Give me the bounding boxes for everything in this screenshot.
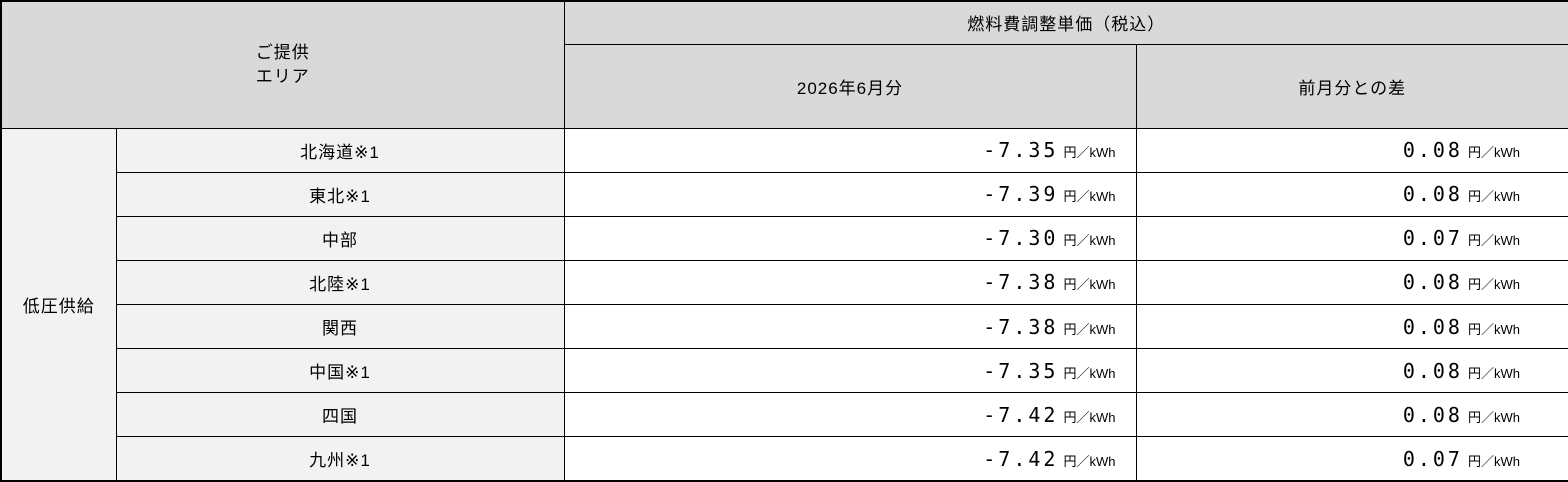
diff-value: 0.08 <box>1402 358 1463 383</box>
table-row: 低圧供給 北海道※1 -7.35 円／kWh 0.08 円／kWh <box>0 127 1568 482</box>
diff-cell: 0.07 円／kWh <box>1135 436 1568 482</box>
column-header-diff: 前月分との差 <box>1135 43 1568 129</box>
price-unit: 円／kWh <box>1063 365 1116 381</box>
price-group-header: 燃料費調整単価（税込） <box>563 0 1568 45</box>
price-value: -7.39 <box>983 182 1059 207</box>
price-cell: -7.35 円／kWh <box>563 127 1137 173</box>
table-row: 中部 -7.30 円／kWh 0.07 円／kWh <box>1 215 1568 261</box>
area-column-header: ご提供 エリア <box>0 0 565 129</box>
diff-cell: 0.08 円／kWh <box>1135 127 1568 173</box>
price-cell: -7.38 円／kWh <box>563 259 1137 306</box>
price-cell: -7.35 円／kWh <box>563 348 1137 394</box>
price-cell: -7.39 円／kWh <box>563 171 1137 217</box>
diff-unit: 円／kWh <box>1467 365 1520 381</box>
price-value: -7.38 <box>983 314 1059 339</box>
area-header-line2: エリア <box>255 66 310 86</box>
table-row: 関西 -7.38 円／kWh 0.08 円／kWh <box>1 303 1568 350</box>
diff-value: 0.07 <box>1402 226 1463 251</box>
table-row: 四国 -7.42 円／kWh 0.08 円／kWh <box>1 392 1568 438</box>
diff-unit: 円／kWh <box>1467 145 1520 161</box>
price-value: -7.35 <box>983 138 1059 163</box>
price-cell: -7.38 円／kWh <box>563 303 1137 350</box>
price-unit: 円／kWh <box>1063 453 1116 469</box>
diff-value: 0.08 <box>1402 314 1463 339</box>
price-value: -7.38 <box>983 270 1059 295</box>
diff-unit: 円／kWh <box>1467 233 1520 249</box>
area-header-line1: ご提供 <box>255 42 310 62</box>
diff-value: 0.07 <box>1402 446 1463 471</box>
diff-unit: 円／kWh <box>1467 321 1520 337</box>
price-unit: 円／kWh <box>1063 233 1116 249</box>
diff-unit: 円／kWh <box>1467 409 1520 425</box>
price-unit: 円／kWh <box>1063 189 1116 205</box>
diff-value: 0.08 <box>1402 182 1463 207</box>
region-cell: 関西 <box>115 303 565 350</box>
price-unit: 円／kWh <box>1063 409 1116 425</box>
diff-cell: 0.08 円／kWh <box>1135 303 1568 350</box>
price-unit: 円／kWh <box>1063 277 1116 293</box>
region-cell: 九州※1 <box>115 436 565 482</box>
price-unit: 円／kWh <box>1063 321 1116 337</box>
price-cell: -7.42 円／kWh <box>563 392 1137 438</box>
supply-type-cell: 低圧供給 <box>0 127 117 482</box>
diff-cell: 0.08 円／kWh <box>1135 348 1568 394</box>
region-cell: 四国 <box>115 392 565 438</box>
price-unit: 円／kWh <box>1063 145 1116 161</box>
region-cell: 北海道※1 <box>115 127 565 173</box>
price-cell: -7.30 円／kWh <box>563 215 1137 261</box>
region-cell: 北陸※1 <box>115 259 565 306</box>
price-value: -7.42 <box>983 402 1059 427</box>
diff-value: 0.08 <box>1402 138 1463 163</box>
diff-cell: 0.08 円／kWh <box>1135 392 1568 438</box>
diff-cell: 0.07 円／kWh <box>1135 215 1568 261</box>
price-value: -7.30 <box>983 226 1059 251</box>
diff-unit: 円／kWh <box>1467 277 1520 293</box>
region-cell: 中国※1 <box>115 348 565 394</box>
price-cell: -7.42 円／kWh <box>563 436 1137 482</box>
diff-value: 0.08 <box>1402 402 1463 427</box>
region-cell: 中部 <box>115 215 565 261</box>
price-value: -7.35 <box>983 358 1059 383</box>
diff-cell: 0.08 円／kWh <box>1135 259 1568 306</box>
diff-unit: 円／kWh <box>1467 453 1520 469</box>
region-cell: 東北※1 <box>115 171 565 217</box>
diff-cell: 0.08 円／kWh <box>1135 171 1568 217</box>
table-row: 北陸※1 -7.38 円／kWh 0.08 円／kWh <box>1 259 1568 306</box>
column-header-month: 2026年6月分 <box>563 43 1137 129</box>
table-row: 中国※1 -7.35 円／kWh 0.08 円／kWh <box>1 348 1568 394</box>
table-row: 東北※1 -7.39 円／kWh 0.08 円／kWh <box>1 171 1568 217</box>
price-value: -7.42 <box>983 446 1059 471</box>
table-row: 九州※1 -7.42 円／kWh 0.07 円／kWh <box>1 436 1568 482</box>
diff-value: 0.08 <box>1402 270 1463 295</box>
diff-unit: 円／kWh <box>1467 189 1520 205</box>
